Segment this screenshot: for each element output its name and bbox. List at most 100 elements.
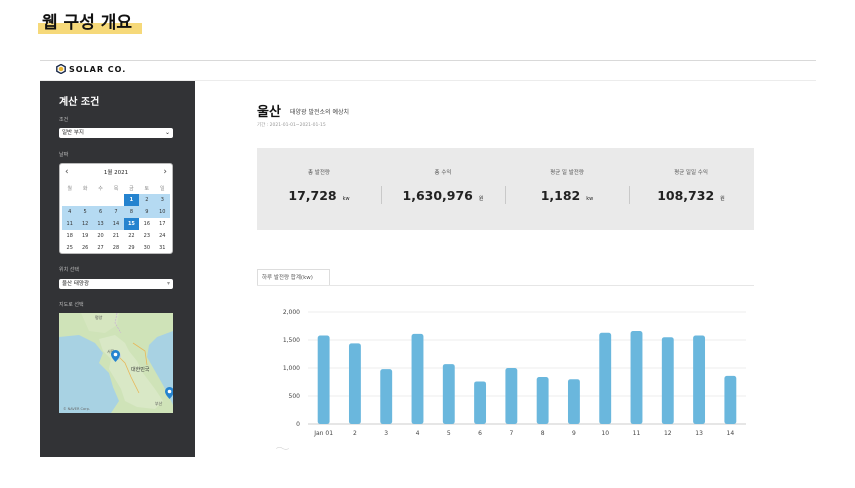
- map-place-label: 평양: [95, 314, 103, 320]
- calendar-day[interactable]: 4: [62, 206, 78, 218]
- chart-bar: [474, 381, 487, 424]
- calendar-day[interactable]: 7: [108, 206, 124, 218]
- chart-bar: [567, 379, 580, 424]
- calendar-empty-cell: [77, 194, 92, 206]
- chart-bar: [505, 368, 518, 424]
- chart-bar: [693, 335, 706, 424]
- location-label: 위치 선택: [59, 267, 79, 273]
- calendar-day[interactable]: 13: [92, 218, 109, 230]
- chevron-right-icon[interactable]: ›: [163, 167, 167, 177]
- calendar-day[interactable]: 15: [123, 218, 140, 230]
- chart-bar: [661, 337, 674, 424]
- chart-bar: [599, 332, 612, 424]
- calendar-day[interactable]: 8: [123, 206, 140, 218]
- calendar-day[interactable]: 17: [159, 221, 166, 227]
- condition-select[interactable]: 일반 부지 ⌄: [59, 128, 173, 138]
- map-place-label: 서울: [107, 348, 115, 354]
- location-map[interactable]: 평양 서울 대한민국 부산 © NAVER Corp.: [59, 313, 173, 413]
- calendar-day[interactable]: 27: [97, 245, 104, 251]
- stat-label: 총 발전량: [308, 170, 330, 176]
- x-tick-label: 14: [727, 430, 735, 437]
- stat-avg-daily-generation: 평균 일 발전량 1,182 kw: [505, 148, 629, 230]
- calendar-day[interactable]: 21: [112, 233, 120, 239]
- chart-scrollbar-hint: ︵‿: [276, 442, 289, 450]
- calendar-day[interactable]: 22: [128, 233, 135, 239]
- map-credit: © NAVER Corp.: [63, 407, 90, 411]
- stat-divider: [381, 186, 382, 204]
- calendar-day[interactable]: 1: [123, 194, 140, 206]
- calendar-empty-cell: [108, 194, 123, 206]
- sidebar: 계산 조건 조건 일반 부지 ⌄ 날짜 ‹ 1월 2021 › 월 화 수 목 금 토 일 1…: [40, 81, 195, 457]
- chart-bar: [442, 364, 455, 424]
- daily-generation-chart: 0 500 1,000 1,500 2,000 Jan 01 2 3 4 5 6 7 8 9 10 11 12 1…: [283, 309, 746, 437]
- calendar-day[interactable]: 26: [81, 245, 89, 251]
- calendar-day[interactable]: 18: [66, 233, 73, 239]
- x-tick-label: 10: [601, 430, 609, 437]
- chart-bar: [536, 376, 549, 424]
- chevron-down-icon: ⌄: [164, 129, 170, 136]
- x-tick-label: 4: [416, 430, 420, 437]
- calendar-day[interactable]: 23: [143, 233, 151, 239]
- chart-bar: [630, 331, 643, 424]
- calendar-day[interactable]: 11: [62, 218, 78, 230]
- calendar-day[interactable]: 10: [154, 206, 170, 218]
- condition-label: 조건: [59, 117, 69, 123]
- y-tick-label: 1,000: [283, 365, 300, 372]
- calendar-weekday: 금: [129, 186, 134, 192]
- calendar-day[interactable]: 25: [66, 245, 73, 251]
- calendar-month: 1월 2021: [103, 170, 129, 176]
- calendar-day[interactable]: 19: [81, 233, 89, 239]
- stat-value: 108,732 원: [657, 188, 725, 203]
- chart-bar: [411, 333, 424, 424]
- stat-total-generation: 총 발전량 17,728 kw: [257, 148, 381, 230]
- calendar-weekday: 월: [67, 186, 73, 192]
- date-range-calendar[interactable]: ‹ 1월 2021 › 월 화 수 목 금 토 일 1 2 3 4 5 6 7 8 9 10 11 12 13 14 15…: [59, 163, 173, 254]
- calendar-day[interactable]: 5: [77, 206, 93, 218]
- map-pin-icon[interactable]: [165, 387, 173, 399]
- logo-text: SOLAR CO.: [69, 64, 127, 74]
- date-label: 날짜: [59, 152, 69, 158]
- calendar-day[interactable]: 20: [97, 233, 104, 239]
- calendar-header: ‹ 1월 2021 ›: [60, 167, 172, 179]
- x-tick-label: 11: [633, 430, 641, 437]
- x-tick-label: 9: [572, 430, 576, 437]
- calendar-day[interactable]: 16: [143, 221, 151, 227]
- x-tick-label: Jan 01: [313, 430, 333, 437]
- calendar-day[interactable]: 9: [139, 206, 155, 218]
- map-graphic: 평양 서울 대한민국 부산 © NAVER Corp.: [59, 313, 173, 413]
- x-tick-label: 6: [478, 430, 482, 437]
- chevron-left-icon[interactable]: ‹: [65, 167, 69, 177]
- calendar-day[interactable]: 6: [92, 206, 109, 218]
- brand-logo[interactable]: SOLAR CO.: [56, 64, 126, 74]
- calendar-day[interactable]: 2: [139, 194, 155, 206]
- y-tick-label: 0: [296, 421, 300, 428]
- calendar-day[interactable]: 30: [143, 245, 151, 251]
- top-divider: [40, 60, 816, 61]
- calendar-day[interactable]: 3: [154, 194, 170, 206]
- location-select[interactable]: 울산 태양광 ▾: [59, 279, 173, 289]
- y-tick-label: 500: [289, 393, 301, 400]
- stat-label: 평균 일일 수익: [674, 170, 708, 176]
- y-tick-label: 1,500: [283, 337, 300, 344]
- calendar-day[interactable]: 28: [112, 245, 120, 251]
- location-select-value: 울산 태양광: [62, 281, 90, 287]
- calendar-day[interactable]: 24: [159, 233, 166, 239]
- calendar-day[interactable]: 14: [108, 218, 124, 230]
- document-title: 웹 구성 개요: [42, 13, 133, 33]
- calendar-day[interactable]: 12: [77, 218, 93, 230]
- sidebar-title: 계산 조건: [59, 97, 100, 108]
- stat-avg-daily-revenue: 평균 일일 수익 108,732 원: [629, 148, 753, 230]
- calendar-weekday: 일: [159, 186, 165, 192]
- x-tick-label: 2: [353, 430, 357, 437]
- calendar-empty-cell: [62, 194, 77, 206]
- chart-bar: [348, 343, 361, 424]
- calendar-day[interactable]: 31: [159, 245, 166, 251]
- stat-total-revenue: 총 수익 1,630,976 원: [381, 148, 505, 230]
- calendar-day[interactable]: 29: [128, 245, 135, 251]
- calendar-weekday: 목: [113, 186, 119, 192]
- map-pin-icon[interactable]: [111, 350, 120, 362]
- x-tick-label: 12: [664, 430, 672, 437]
- tab-daily-generation[interactable]: 하루 발전량 합계(kw): [257, 269, 330, 286]
- x-tick-label: 7: [509, 430, 513, 437]
- calendar-weekday: 화: [82, 186, 88, 192]
